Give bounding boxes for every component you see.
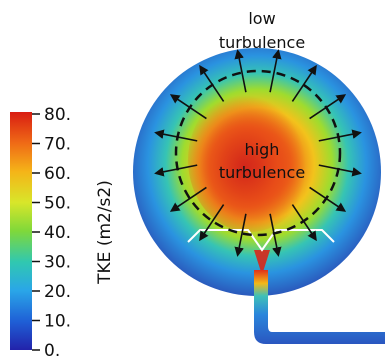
colorbar-tick-label: 20.: [44, 282, 71, 302]
radial-arrow: [169, 94, 207, 120]
nozzle-outline: [187, 229, 335, 252]
colorbar-title: TKE (m2/s2): [95, 180, 115, 285]
colorbar-tick-label: 0.: [44, 341, 60, 358]
radial-arrow: [269, 213, 282, 257]
colorbar-tick-label: 30.: [44, 253, 71, 273]
radial-arrow: [269, 49, 282, 93]
radial-arrow: [309, 94, 347, 120]
colorbar-tick-label: 80.: [44, 105, 71, 125]
colorbar-tick-label: 50.: [44, 194, 71, 214]
colorbar-tick-label: 10.: [44, 312, 71, 332]
colorbar: 80. 70. 60. 50. 40. 30. 20. 10. 0. TKE (m2/s2): [10, 105, 115, 358]
nozzle-jet: [254, 250, 270, 275]
annotation-high: high: [245, 140, 280, 159]
colorbar-tick-label: 70.: [44, 135, 71, 155]
annotation-low-turbulence: turbulence: [219, 33, 305, 52]
radial-arrow: [234, 49, 247, 93]
radial-arrow: [318, 129, 362, 142]
radial-arrow: [234, 213, 247, 257]
radial-arrow: [199, 64, 225, 102]
interface-dashed-circle: [174, 69, 342, 237]
radial-arrow: [199, 204, 225, 242]
colorbar-gradient: [10, 112, 32, 350]
colorbar-ticks: 80. 70. 60. 50. 40. 30. 20. 10. 0.: [32, 105, 71, 358]
radial-arrow: [291, 64, 317, 102]
radial-arrow: [169, 186, 207, 212]
high-turbulence-core: [188, 88, 312, 232]
radial-arrow: [154, 164, 198, 177]
colorbar-tick-label: 40.: [44, 223, 71, 243]
outlet-pipe: [254, 270, 385, 344]
colorbar-tick-label: 60.: [44, 164, 71, 184]
radial-arrow: [309, 186, 347, 212]
radial-arrow: [154, 129, 198, 142]
radial-arrow: [291, 204, 317, 242]
radial-arrows: [154, 49, 362, 257]
radial-arrow: [318, 164, 362, 177]
annotation-low: low: [248, 9, 275, 28]
flow-domain: [133, 48, 385, 344]
annotation-high-turbulence: turbulence: [219, 163, 305, 182]
